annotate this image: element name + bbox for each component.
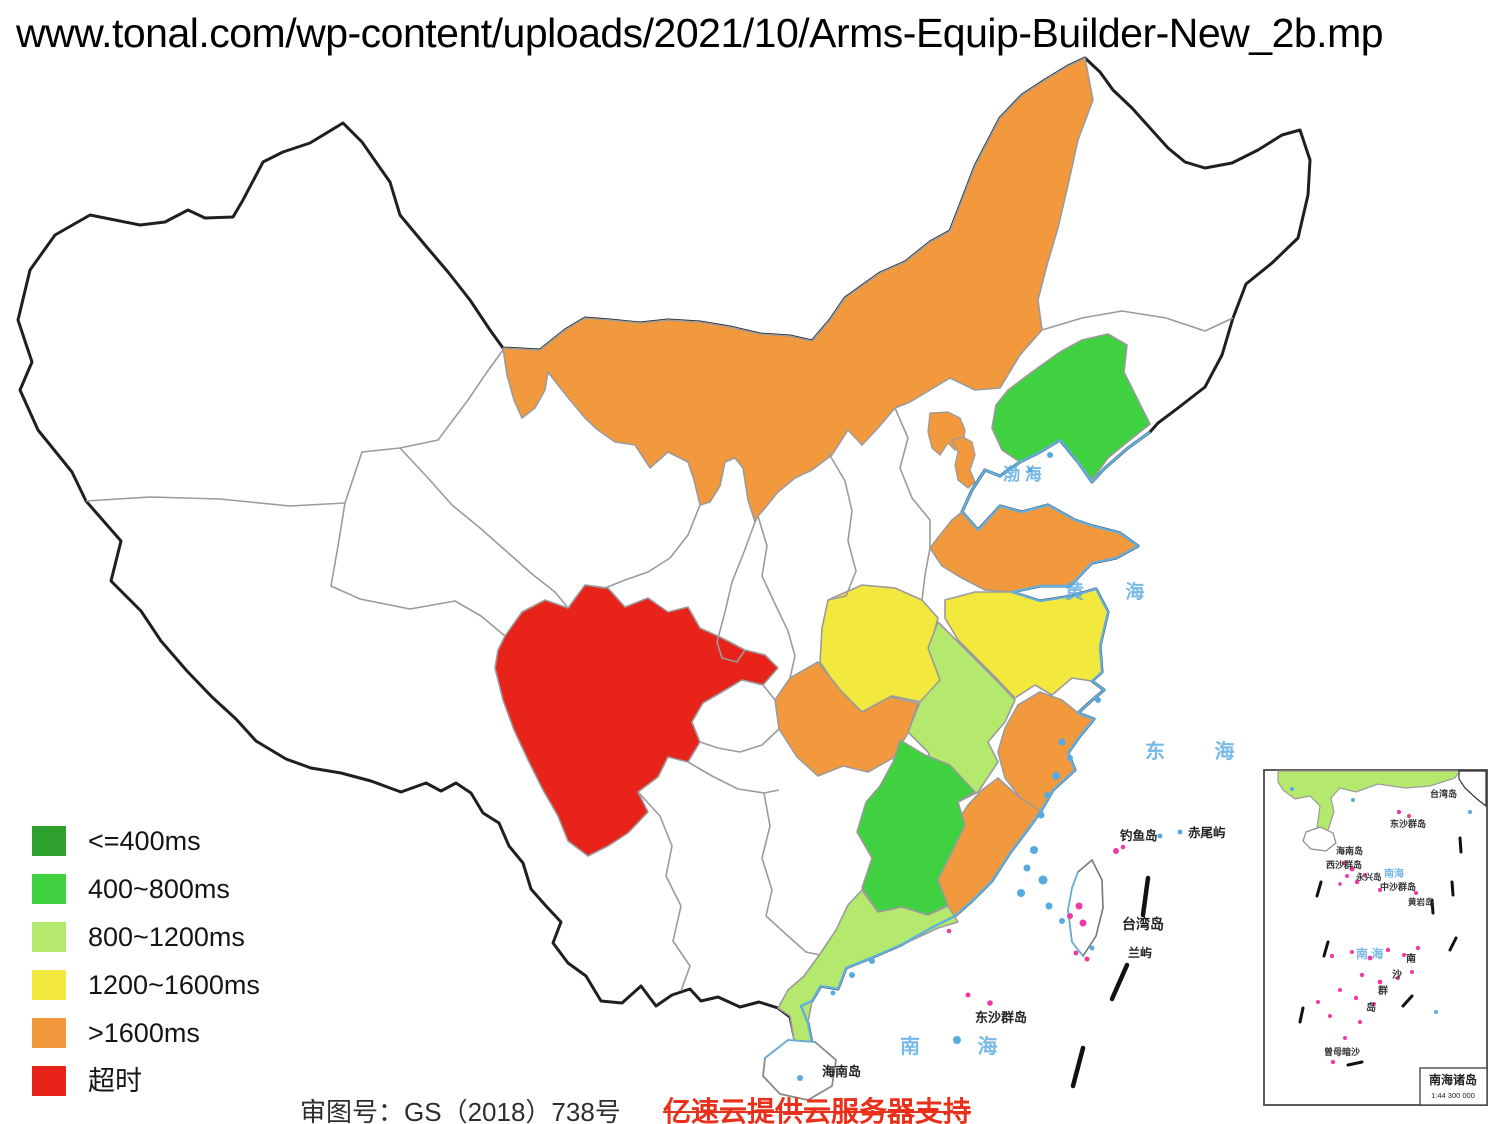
legend-swatch-800-1200 <box>32 922 66 952</box>
inset-label-nansha-2: 沙 <box>1392 969 1402 981</box>
inset-label-dongshaqundao: 东沙群岛 <box>1390 818 1426 829</box>
legend-swatch-timeout <box>32 1066 66 1096</box>
legend-label-1200-1600: 1200~1600ms <box>88 970 260 1000</box>
dash-line-segments <box>1070 875 1151 1089</box>
inset-dash-segments <box>1298 836 1463 1067</box>
legend-label-over1600: >1600ms <box>88 1018 200 1048</box>
inset-label-yongxingdao: 永兴岛 <box>1355 872 1382 882</box>
legend-label-timeout: 超时 <box>88 1066 142 1096</box>
legend: <=400ms 400~800ms 800~1200ms 1200~1600ms… <box>32 826 260 1114</box>
inset-label-taiwandao: 台湾岛 <box>1430 788 1457 799</box>
province-neimenggu <box>502 57 1094 523</box>
legend-label-400-800: 400~800ms <box>88 874 230 904</box>
inset-label-nansha-1: 南 <box>1406 952 1416 965</box>
legend-swatch-1200-1600 <box>32 970 66 1000</box>
cloud-credit-text: 亿速云提供云服务器支持 <box>663 1096 972 1124</box>
province-anhui <box>907 621 1016 803</box>
island-label-diaoyudao: 钓鱼岛 <box>1120 828 1158 843</box>
province-tianjin <box>951 436 976 489</box>
inset-label-nansha-4: 岛 <box>1366 1001 1376 1014</box>
island-label-dongshaqundao: 东沙群岛 <box>975 1010 1027 1025</box>
inset-label-xishaqundao: 西沙群岛 <box>1326 859 1362 870</box>
legend-swatch-over1600 <box>32 1018 66 1048</box>
inset-scale-box <box>1419 1067 1488 1106</box>
inset-south-china-sea: 台湾岛 东沙群岛 海南岛 西沙群岛 永兴岛 中沙群岛 黄岩岛 南海 南 海 南 … <box>1263 769 1488 1106</box>
legend-label-le400: <=400ms <box>88 826 201 856</box>
legend-swatch-400-800 <box>32 874 66 904</box>
coastline <box>799 431 1151 1064</box>
inset-guangdong-coast <box>1277 770 1462 847</box>
inset-label-hainandao: 海南岛 <box>1336 845 1363 856</box>
inset-label-zengmuansha: 曾母暗沙 <box>1324 1046 1360 1057</box>
inset-label-nanhai-lower: 南 海 <box>1356 946 1383 961</box>
legend-row: 400~800ms <box>32 874 260 904</box>
inset-islands-magenta <box>1316 809 1421 1065</box>
island-taiwan <box>1067 858 1104 958</box>
inset-islands-blue <box>1290 787 1472 1014</box>
sea-label-huanghai: 黄 海 <box>1065 580 1162 603</box>
legend-row: 800~1200ms <box>32 922 260 952</box>
legend-row: <=400ms <box>32 826 260 856</box>
inset-label-huangyandao: 黄岩岛 <box>1408 897 1434 907</box>
province-chongqing <box>691 679 780 753</box>
coastal-islets-magenta <box>946 844 1126 1006</box>
island-label-lanyu: 兰屿 <box>1128 945 1152 960</box>
inset-box-title: 南海诸岛 <box>1429 1072 1477 1087</box>
island-hainan-coast <box>764 1039 816 1059</box>
province-hubei <box>774 661 919 777</box>
inset-hainan <box>1302 826 1337 852</box>
island-label-chiweiyu: 赤尾屿 <box>1188 825 1226 840</box>
legend-row: 超时 <box>32 1066 260 1096</box>
island-label-taiwandao: 台湾岛 <box>1122 916 1164 932</box>
island-taiwan-coast <box>1067 871 1084 957</box>
sea-label-nanhai: 南 海 <box>900 1034 1024 1058</box>
inset-scale-text: 1:44 300 000 <box>1431 1091 1475 1100</box>
legend-row: >1600ms <box>32 1018 260 1048</box>
island-label-hainandao: 海南岛 <box>822 1064 861 1079</box>
coastal-islets-blue <box>797 452 1183 1081</box>
legend-swatch-le400 <box>32 826 66 856</box>
legend-row: 1200~1600ms <box>32 970 260 1000</box>
sea-label-donghai: 东 海 <box>1145 739 1257 763</box>
map-approval-number: 审图号：GS（2018）738号 <box>300 1097 621 1124</box>
province-borders <box>85 310 1234 992</box>
inset-taiwan-corner <box>1458 770 1487 808</box>
inset-label-zhongshaqundao: 中沙群岛 <box>1380 881 1416 892</box>
inset-label-nanhai-upper: 南海 <box>1384 867 1404 880</box>
legend-label-800-1200: 800~1200ms <box>88 922 245 952</box>
inset-label-nansha-3: 群 <box>1378 984 1388 997</box>
page-title-url: www.tonal.com/wp-content/uploads/2021/10… <box>16 10 1384 56</box>
sea-label-bohai: 渤 海 <box>1003 464 1042 484</box>
